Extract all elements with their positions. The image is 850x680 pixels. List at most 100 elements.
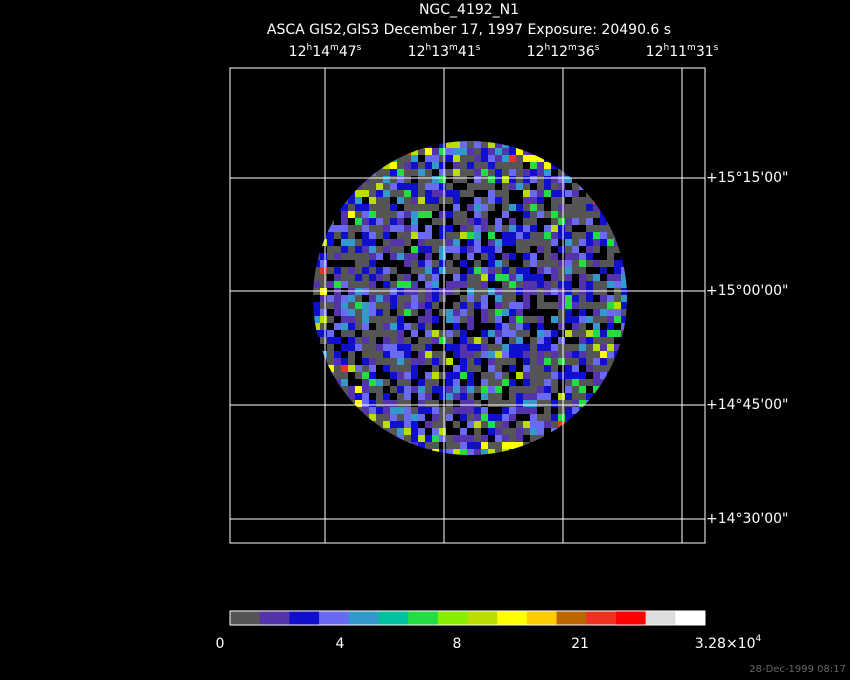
pixel xyxy=(544,358,551,365)
pixel xyxy=(425,176,432,183)
colorbar-segment xyxy=(348,611,379,625)
pixel xyxy=(362,379,369,386)
pixel xyxy=(446,204,453,211)
pixel xyxy=(600,267,607,274)
pixel xyxy=(397,197,404,204)
pixel xyxy=(418,204,425,211)
pixel xyxy=(565,379,572,386)
pixel xyxy=(460,393,467,400)
pixel xyxy=(600,274,607,281)
ra-number: 12 xyxy=(646,44,664,60)
pixel xyxy=(516,253,523,260)
pixel xyxy=(502,246,509,253)
pixel xyxy=(327,253,334,260)
pixel xyxy=(320,274,327,281)
pixel xyxy=(565,225,572,232)
ra-number: 12 xyxy=(527,44,545,60)
ra-number: 31 xyxy=(696,44,714,60)
pixel xyxy=(537,155,544,162)
pixel xyxy=(425,232,432,239)
pixel xyxy=(544,162,551,169)
pixel xyxy=(425,400,432,407)
pixel xyxy=(453,246,460,253)
pixel xyxy=(348,302,355,309)
pixel xyxy=(530,372,537,379)
pixel xyxy=(467,316,474,323)
pixel xyxy=(432,323,439,330)
pixel xyxy=(488,190,495,197)
pixel xyxy=(586,197,593,204)
pixel xyxy=(348,253,355,260)
pixel xyxy=(481,351,488,358)
pixel xyxy=(530,316,537,323)
pixel xyxy=(579,204,586,211)
ra-number: 12 xyxy=(550,44,568,60)
pixel xyxy=(446,330,453,337)
pixel xyxy=(348,351,355,358)
pixel xyxy=(558,260,565,267)
pixel xyxy=(481,148,488,155)
pixel xyxy=(362,372,369,379)
pixel xyxy=(397,435,404,442)
pixel xyxy=(551,176,558,183)
pixel xyxy=(502,337,509,344)
pixel xyxy=(439,400,446,407)
pixel xyxy=(362,386,369,393)
pixel xyxy=(530,267,537,274)
colorbar-segment xyxy=(378,611,409,625)
pixel xyxy=(467,379,474,386)
pixel xyxy=(502,274,509,281)
pixel xyxy=(586,253,593,260)
pixel xyxy=(614,253,621,260)
pixel xyxy=(460,197,467,204)
pixel xyxy=(439,309,446,316)
pixel xyxy=(362,351,369,358)
pixel xyxy=(502,218,509,225)
pixel xyxy=(502,372,509,379)
pixel xyxy=(600,232,607,239)
pixel xyxy=(523,407,530,414)
pixel xyxy=(460,246,467,253)
pixel xyxy=(390,281,397,288)
pixel xyxy=(509,323,516,330)
pixel xyxy=(425,435,432,442)
pixel xyxy=(446,337,453,344)
pixel xyxy=(404,183,411,190)
pixel xyxy=(565,330,572,337)
pixel xyxy=(488,253,495,260)
pixel xyxy=(495,155,502,162)
pixel xyxy=(418,372,425,379)
pixel xyxy=(453,414,460,421)
pixel xyxy=(418,253,425,260)
pixel xyxy=(362,246,369,253)
pixel xyxy=(530,155,537,162)
pixel xyxy=(376,351,383,358)
pixel xyxy=(600,218,607,225)
pixel xyxy=(607,344,614,351)
pixel xyxy=(348,344,355,351)
pixel xyxy=(369,274,376,281)
pixel xyxy=(621,316,627,323)
pixel xyxy=(334,372,341,379)
pixel xyxy=(313,274,320,281)
pixel xyxy=(523,414,530,421)
pixel xyxy=(481,260,488,267)
pixel xyxy=(551,407,558,414)
pixel xyxy=(565,393,572,400)
pixel xyxy=(460,428,467,435)
pixel xyxy=(572,239,579,246)
pixel xyxy=(516,183,523,190)
pixel xyxy=(495,225,502,232)
pixel xyxy=(362,330,369,337)
colorbar-segment xyxy=(586,611,617,625)
pixel xyxy=(558,246,565,253)
pixel xyxy=(362,183,369,190)
pixel xyxy=(474,148,481,155)
pixel xyxy=(481,232,488,239)
pixel xyxy=(544,225,551,232)
pixel xyxy=(516,232,523,239)
pixel xyxy=(579,274,586,281)
pixel xyxy=(439,435,446,442)
pixel xyxy=(397,176,404,183)
pixel xyxy=(334,295,341,302)
